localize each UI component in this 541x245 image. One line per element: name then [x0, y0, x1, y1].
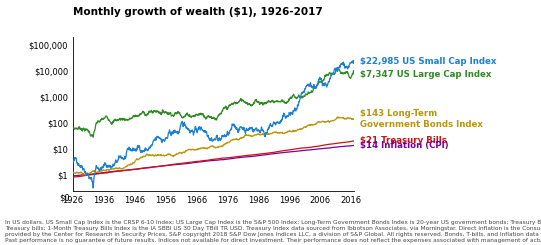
Text: Monthly growth of wealth ($1), 1926-2017: Monthly growth of wealth ($1), 1926-2017 [73, 7, 323, 17]
Text: $14 Inflation (CPI): $14 Inflation (CPI) [360, 141, 448, 150]
Text: $0: $0 [60, 193, 70, 202]
Text: $143 Long-Term
Government Bonds Index: $143 Long-Term Government Bonds Index [360, 109, 483, 129]
Text: In US dollars. US Small Cap Index is the CRSP 6-10 Index; US Large Cap Index is : In US dollars. US Small Cap Index is the… [5, 220, 541, 243]
Text: $22,985 US Small Cap Index: $22,985 US Small Cap Index [360, 57, 496, 66]
Text: $7,347 US Large Cap Index: $7,347 US Large Cap Index [360, 70, 491, 79]
Text: $21 Treasury Bills: $21 Treasury Bills [360, 136, 447, 145]
